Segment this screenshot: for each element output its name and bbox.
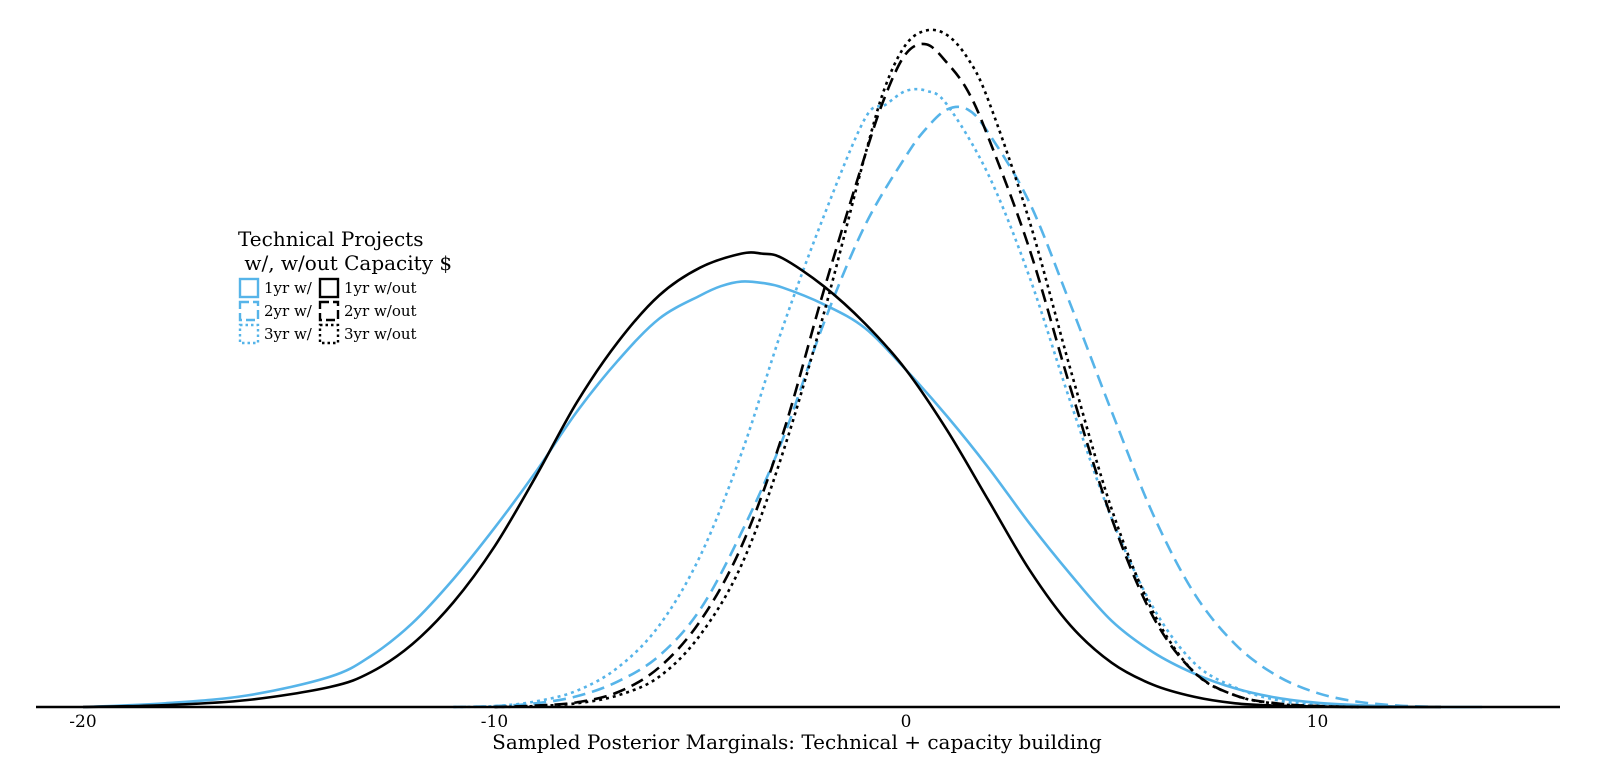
x-tick-label: -10 <box>481 712 508 732</box>
legend-label: 3yr w/out <box>344 325 417 343</box>
legend-label: 3yr w/ <box>264 325 313 343</box>
series-line-1yr-w <box>82 280 1483 709</box>
series-line-1yr-w-out <box>82 251 1441 709</box>
legend-key <box>238 300 260 322</box>
legend-key <box>318 323 340 345</box>
legend-label: 2yr w/ <box>264 302 313 320</box>
x-tick-label: 0 <box>901 712 912 732</box>
legend-label: 2yr w/out <box>344 302 417 320</box>
legend-title-line-1: Technical Projects <box>238 227 423 251</box>
legend-label: 1yr w/out <box>344 279 417 297</box>
legend-label: 1yr w/ <box>264 279 313 297</box>
legend-key <box>318 300 340 322</box>
legend-key <box>238 277 260 299</box>
series-line-2yr-w <box>453 105 1441 709</box>
x-axis-title: Sampled Posterior Marginals: Technical +… <box>492 730 1102 754</box>
legend: Technical Projects w/, w/out Capacity $ … <box>238 227 452 345</box>
legend-key <box>318 277 340 299</box>
x-tick-label: -20 <box>69 712 96 732</box>
series-line-3yr-w-out <box>494 28 1359 709</box>
series-line-3yr-w <box>453 87 1400 709</box>
legend-key <box>238 323 260 345</box>
x-axis-ticks: -20 -10 0 10 <box>69 712 1328 732</box>
legend-title-line-2: w/, w/out Capacity $ <box>238 251 452 275</box>
legend-entries: 1yr w/2yr w/3yr w/1yr w/out 2yr w/out 3yr … <box>238 277 417 345</box>
series-layer <box>82 28 1483 709</box>
x-tick-label: 10 <box>1307 712 1329 732</box>
series-line-2yr-w-out <box>494 42 1359 709</box>
